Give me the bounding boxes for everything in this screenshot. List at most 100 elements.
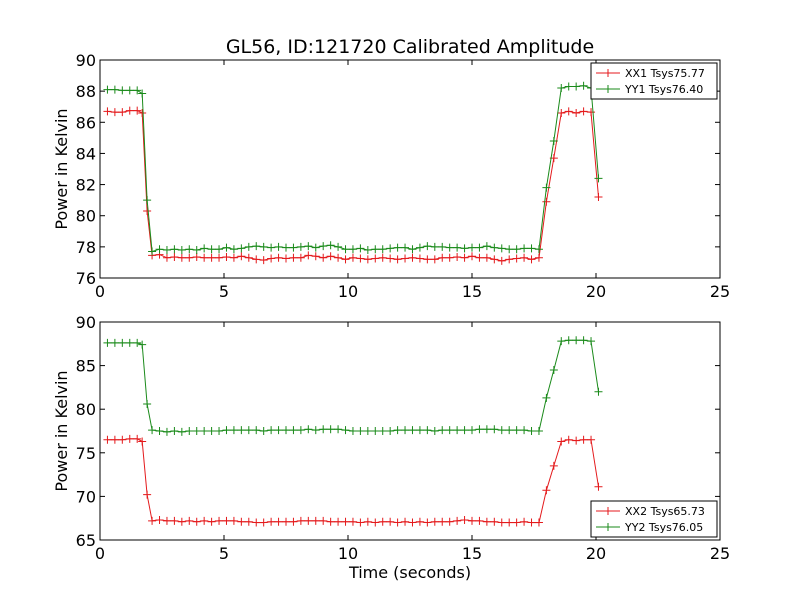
chart-0-series-1-point	[311, 243, 320, 252]
chart-1-series-1-point	[185, 427, 194, 435]
chart-1-ylabel: Power in Kelvin	[52, 370, 71, 491]
chart-1-series-1-point	[423, 426, 432, 435]
chart-1-xtick-label: 20	[586, 544, 606, 563]
chart-1-series-1-point	[143, 399, 152, 408]
chart-1-series-0-point	[356, 518, 365, 527]
chart-0-legend-label: XX1 Tsys75.77	[625, 67, 705, 80]
chart-0-series-1-point	[542, 183, 551, 192]
chart-0-series-1-point	[319, 242, 328, 251]
chart-0-series-1-point	[334, 242, 343, 251]
chart-0-xtick-label: 15	[462, 282, 482, 301]
chart-1-series-1-point	[133, 338, 142, 347]
chart-0-series-1-point	[512, 245, 521, 254]
chart-0-series-1-point	[207, 245, 216, 254]
chart-0-series-1-point	[505, 245, 514, 254]
chart-0-xtick-label: 0	[95, 282, 105, 301]
chart-1-legend-label: YY2 Tsys76.05	[624, 521, 703, 534]
chart-0-xtick-label: 10	[338, 282, 358, 301]
chart-0-series-1-point	[549, 136, 558, 145]
chart-1-series-1-point	[138, 340, 147, 349]
chart-1-series-0-point	[490, 517, 499, 526]
chart-0-series-1-point	[445, 243, 454, 252]
chart-0-series-0-point	[453, 252, 462, 261]
chart-0-series-1-point	[497, 244, 506, 253]
chart-0-ytick-label: 82	[76, 176, 96, 195]
chart-0-legend-box	[590, 62, 718, 100]
chart-1-series-1-point	[445, 426, 454, 435]
chart-1-series-0-point	[386, 517, 395, 526]
chart-0-series-0-point	[125, 106, 134, 115]
chart-1-series-0-point	[282, 517, 290, 526]
chart-1-series-1-point	[572, 336, 581, 345]
chart-0-series-0-point	[267, 254, 276, 263]
chart-0-series-1-point	[244, 242, 253, 251]
chart-1-series-1-point	[512, 426, 521, 435]
chart-1-series-1-point	[319, 425, 328, 434]
chart-1-legend-label: XX2 Tsys65.73	[625, 505, 705, 518]
chart-0-series-0-point	[259, 256, 268, 265]
chart-0-series-0-point	[252, 255, 261, 264]
chart-0-series-0-point	[222, 252, 231, 261]
chart-0-series-1-point	[482, 242, 491, 251]
chart-0-series-0-point	[348, 253, 357, 262]
chart-0-series-0-point	[170, 252, 179, 261]
chart-0-series-0-point	[334, 253, 343, 262]
chart-1-series-1-point	[177, 427, 186, 436]
chart-1-ytick-label: 70	[76, 487, 96, 506]
chart-0-series-0-point	[512, 254, 521, 263]
chart-0-series-0-point	[215, 253, 224, 262]
chart-1-series-0-point	[274, 517, 283, 526]
figure-title: GL56, ID:121720 Calibrated Amplitude	[226, 36, 594, 58]
chart-0-series-1-point	[148, 247, 157, 256]
chart-1-series-1-point	[371, 427, 380, 435]
chart-0-series-1-point	[579, 81, 588, 90]
chart-0-series-0-point	[482, 253, 491, 262]
chart-0-series-0-point	[572, 108, 581, 117]
chart-0-series-0-point	[401, 254, 410, 263]
chart-0-series-0-point	[274, 253, 283, 262]
chart-0-series-1-point	[267, 243, 276, 252]
chart-0-series-1-point	[259, 242, 268, 251]
chart-0-series-0-point	[356, 254, 365, 263]
chart-1-series-1-point	[542, 393, 551, 402]
chart-1-series-1-point	[415, 426, 424, 435]
chart-1-series-1-point	[326, 425, 335, 434]
chart-1-series-1-point	[192, 427, 201, 435]
chart-0-series-0-point	[143, 207, 152, 216]
chart-1-xtick-label: 15	[462, 544, 482, 563]
chart-0-series-0-point	[341, 255, 350, 264]
chart-1-series-1-point	[460, 426, 469, 435]
chart-1-series-1-point	[311, 426, 320, 435]
chart-1-series-1-point	[579, 336, 588, 345]
chart-1-series-0-point	[549, 461, 558, 470]
chart-0-ytick-label: 78	[76, 238, 96, 257]
chart-1-xlabel: Time (seconds)	[348, 563, 471, 582]
chart-0-series-0-point	[289, 253, 298, 262]
chart-0-series-0-point	[542, 197, 551, 206]
chart-1-series-0-point	[587, 435, 596, 444]
chart-0-series-1-point	[363, 245, 372, 254]
chart-0-series-1-point	[229, 245, 238, 254]
chart-1-series-0-point	[222, 516, 231, 525]
chart-1-series-0-point	[229, 516, 238, 525]
chart-0-ytick-label: 88	[76, 82, 96, 101]
chart-1-series-0-point	[527, 518, 536, 527]
chart-0-series-0-point	[468, 252, 476, 261]
chart-1-ytick-label: 85	[76, 357, 96, 376]
chart-1-series-1-point	[334, 425, 343, 434]
chart-1-xtick-label: 10	[338, 544, 358, 563]
chart-1-series-1-point	[386, 427, 395, 435]
chart-0-series-0-point	[415, 254, 424, 263]
chart-0-series-1-point	[296, 242, 305, 251]
chart-1-series-1-point	[378, 427, 387, 435]
chart-0-series-0-point	[103, 107, 112, 116]
chart-0-series-0-point	[445, 253, 454, 262]
chart-1-series-1-point	[430, 427, 439, 435]
chart-0-series-0-point	[296, 253, 305, 262]
chart-1-series-0-point	[110, 435, 119, 444]
chart-0-series-1-point	[468, 243, 476, 252]
chart-1-series-1-point	[118, 338, 127, 347]
chart-1-series-1-point	[125, 338, 134, 347]
chart-0-series-1-point	[475, 243, 484, 252]
